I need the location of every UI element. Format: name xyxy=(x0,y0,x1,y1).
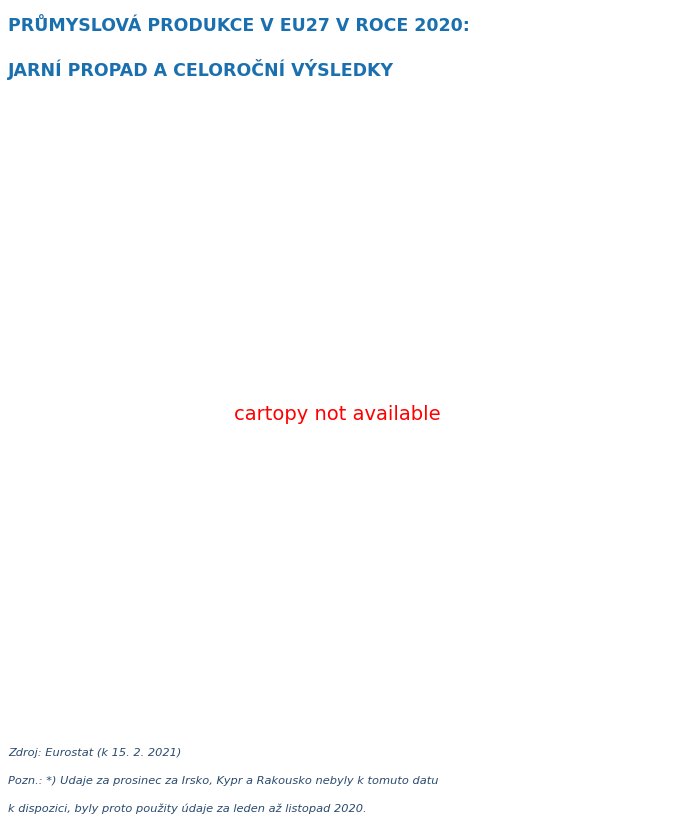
Text: Pozn.: *) Udaje za prosinec za Irsko, Kypr a Rakousko nebyly k tomuto datu: Pozn.: *) Udaje za prosinec za Irsko, Ky… xyxy=(8,776,439,787)
Text: Zdroj: Eurostat (k 15. 2. 2021): Zdroj: Eurostat (k 15. 2. 2021) xyxy=(8,748,181,758)
Text: cartopy not available: cartopy not available xyxy=(234,405,440,424)
Text: k dispozici, byly proto použity údaje za leden až listopad 2020.: k dispozici, byly proto použity údaje za… xyxy=(8,804,367,814)
Text: JARNÍ PROPAD A CELOROČNÍ VÝSLEDKY: JARNÍ PROPAD A CELOROČNÍ VÝSLEDKY xyxy=(8,58,394,80)
Text: PRŮMYSLOVÁ PRODUKCE V EU27 V ROCE 2020:: PRŮMYSLOVÁ PRODUKCE V EU27 V ROCE 2020: xyxy=(8,17,470,35)
